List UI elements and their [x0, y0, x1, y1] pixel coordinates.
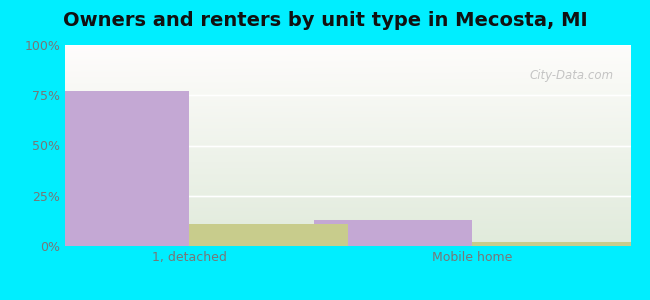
Legend: Owner occupied units, Renter occupied units: Owner occupied units, Renter occupied un…	[174, 295, 521, 300]
Text: Owners and renters by unit type in Mecosta, MI: Owners and renters by unit type in Mecos…	[62, 11, 588, 29]
Bar	[189, 224, 348, 246]
Bar	[314, 220, 472, 246]
Bar	[472, 242, 630, 246]
Bar	[31, 91, 189, 246]
Text: City-Data.com: City-Data.com	[529, 69, 614, 82]
